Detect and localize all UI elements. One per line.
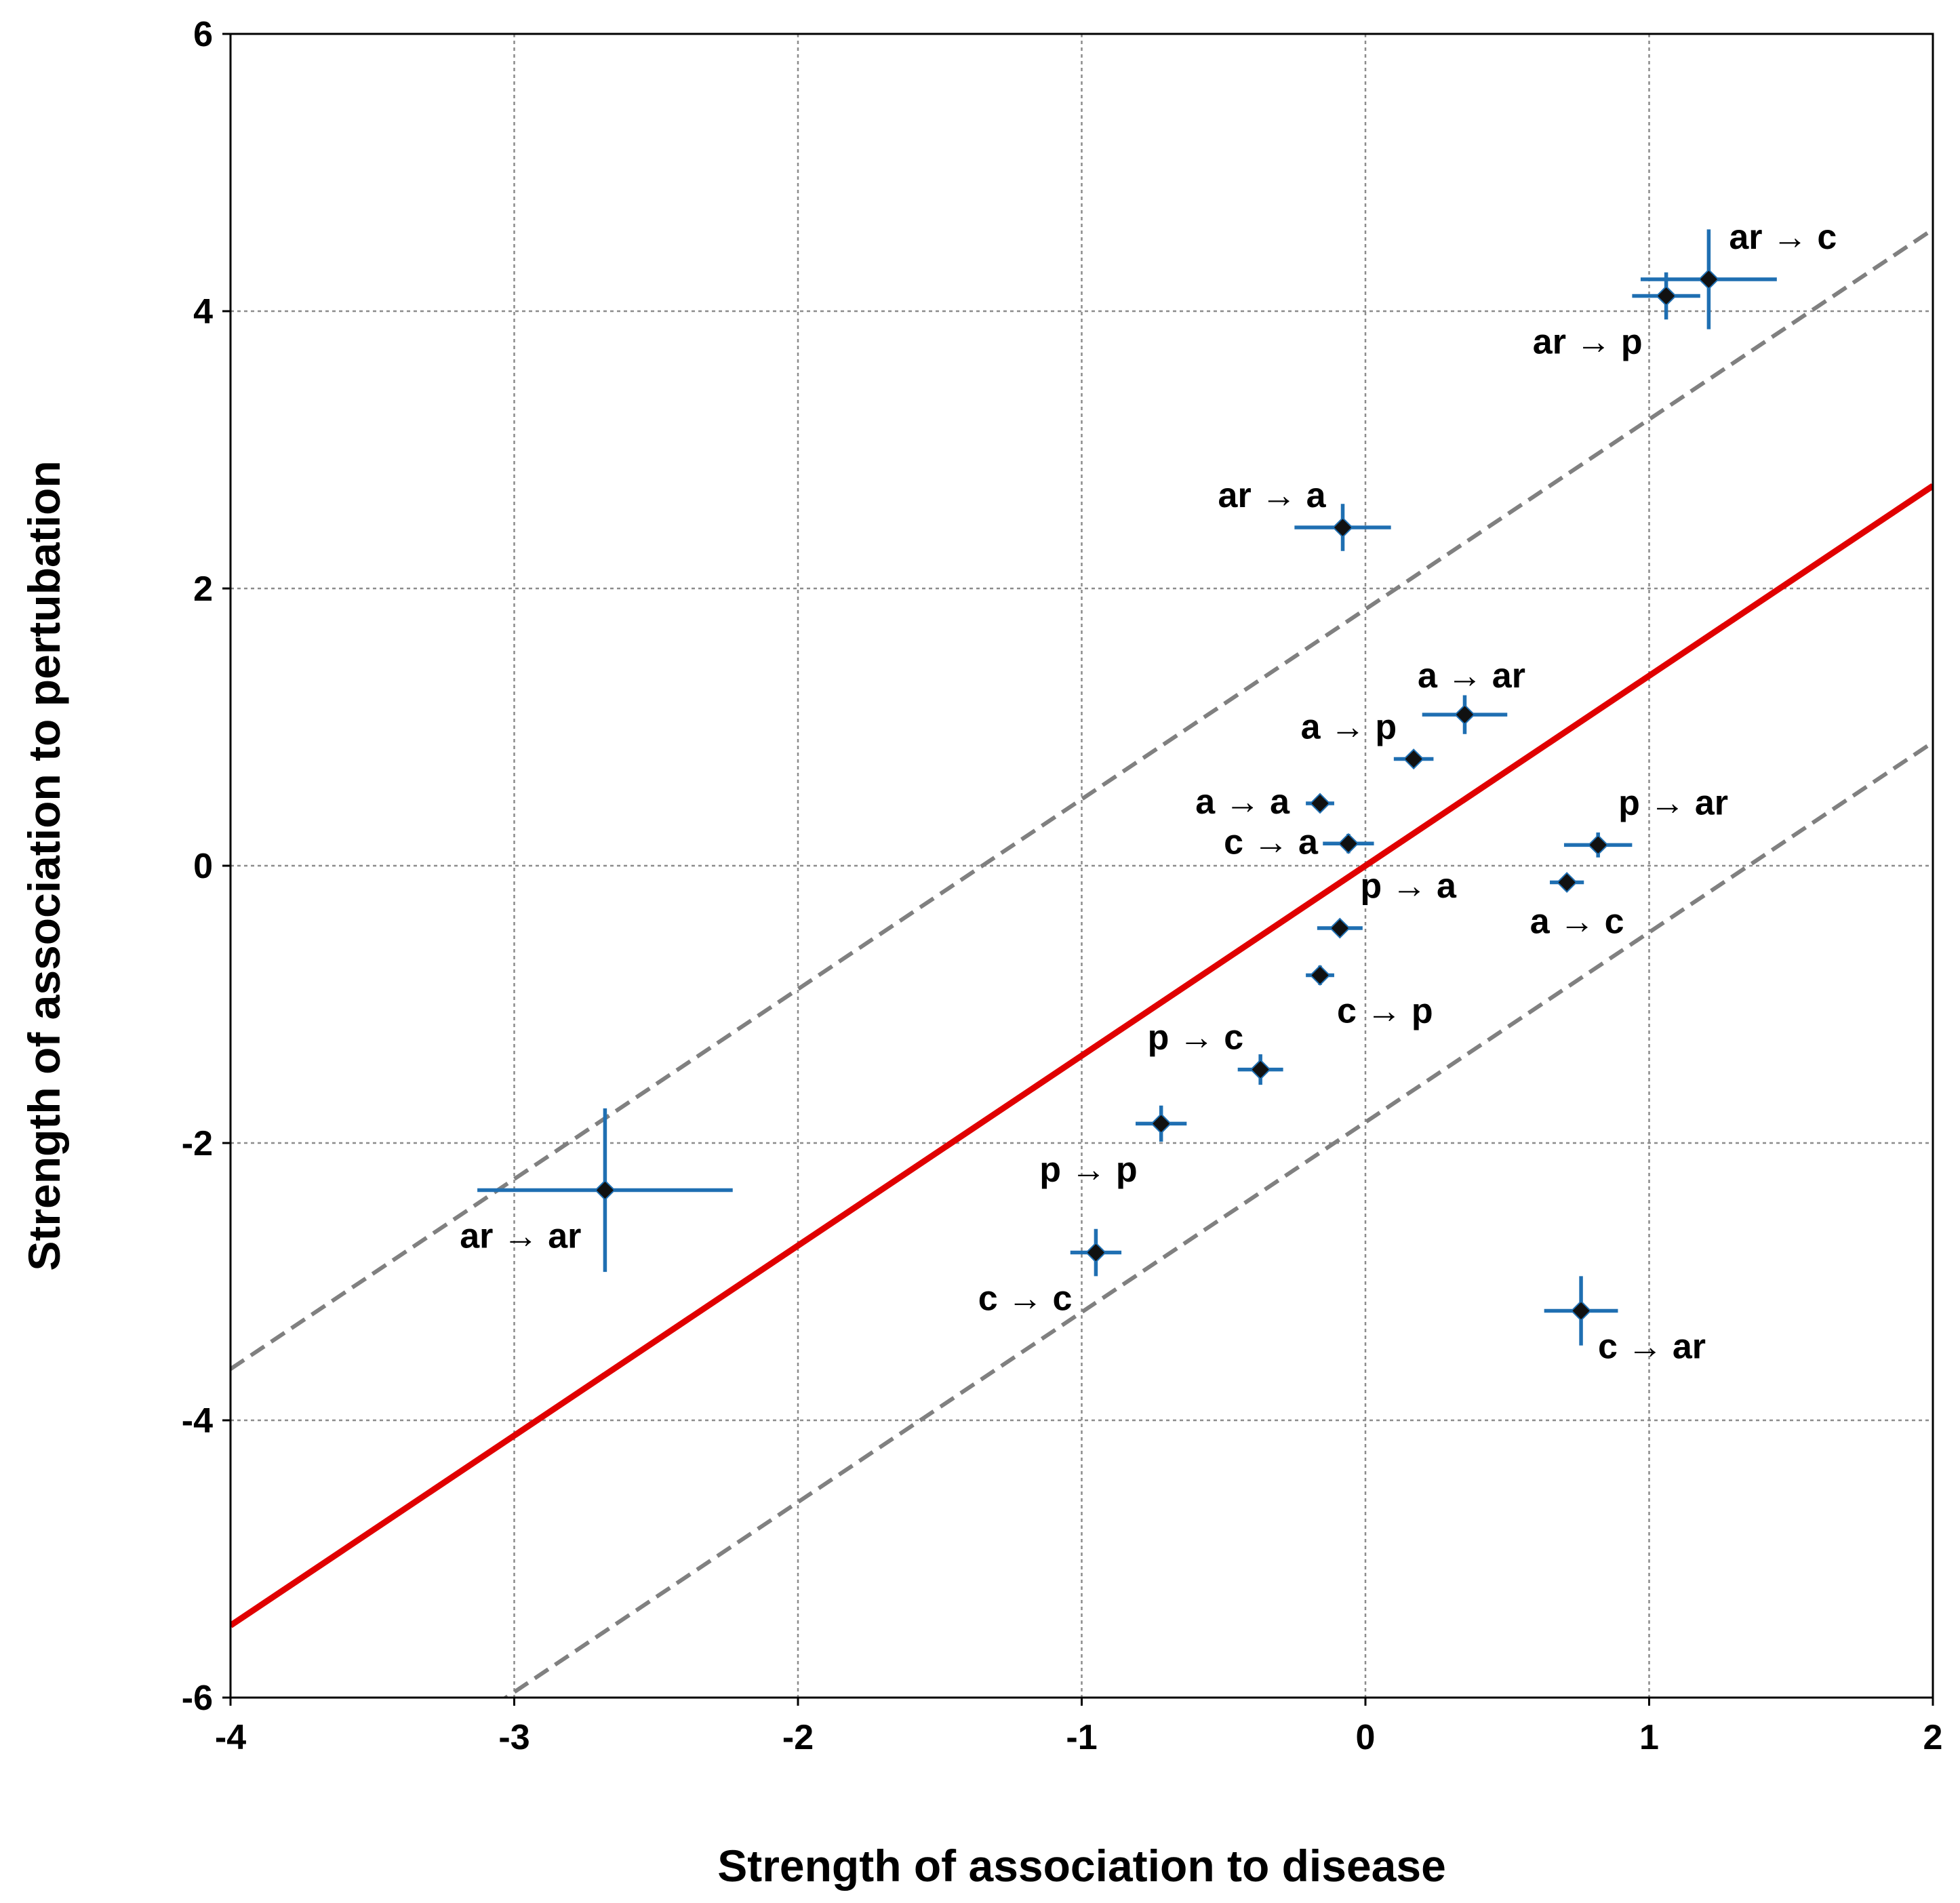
point-marker bbox=[1556, 872, 1578, 893]
point-marker bbox=[1698, 268, 1719, 290]
y-axis-ticks: -6 -4 -2 0 2 4 6 bbox=[182, 15, 231, 1718]
point-label: ar → c bbox=[1729, 218, 1837, 257]
data-point bbox=[1422, 695, 1508, 734]
grid-lines bbox=[231, 34, 1933, 1698]
data-point bbox=[1640, 229, 1777, 329]
x-tick-label: -3 bbox=[498, 1718, 529, 1757]
point-marker bbox=[1309, 793, 1331, 814]
point-label: a → a bbox=[1195, 782, 1290, 822]
x-tick-label: -1 bbox=[1066, 1718, 1097, 1757]
point-label: p → ar bbox=[1618, 783, 1728, 822]
data-point bbox=[1070, 1228, 1122, 1277]
x-axis-ticks: -4 -3 -2 -1 0 1 2 bbox=[215, 1698, 1943, 1757]
data-point bbox=[1306, 793, 1334, 814]
data-point bbox=[1550, 872, 1584, 893]
data-point bbox=[1563, 832, 1633, 858]
fit-line bbox=[231, 483, 1933, 1628]
data-point bbox=[1294, 504, 1391, 551]
data-point bbox=[1317, 917, 1363, 939]
data-point bbox=[1632, 272, 1700, 320]
x-tick-label: -4 bbox=[215, 1718, 246, 1757]
x-tick-label: -2 bbox=[782, 1718, 814, 1757]
point-marker bbox=[1338, 833, 1359, 854]
data-point bbox=[477, 1108, 733, 1273]
point-marker bbox=[1249, 1059, 1271, 1081]
y-tick-label: -4 bbox=[182, 1401, 213, 1441]
point-marker bbox=[1309, 965, 1331, 986]
point-marker bbox=[1587, 834, 1609, 856]
point-label: ar → ar bbox=[460, 1217, 581, 1256]
y-tick-label: 6 bbox=[193, 15, 213, 54]
point-label: p → p bbox=[1039, 1150, 1137, 1189]
x-tick-label: 1 bbox=[1639, 1718, 1659, 1757]
y-tick-label: 2 bbox=[193, 569, 213, 609]
point-marker bbox=[1332, 517, 1353, 538]
point-label: a → c bbox=[1530, 902, 1624, 942]
point-label: p → c bbox=[1148, 1018, 1244, 1058]
data-point bbox=[1544, 1276, 1618, 1346]
x-axis-title: Strength of association to disease bbox=[717, 1841, 1446, 1891]
point-label: c → p bbox=[1337, 992, 1433, 1031]
point-marker bbox=[1151, 1113, 1172, 1134]
point-label: p → a bbox=[1360, 866, 1457, 906]
point-label: ar → a bbox=[1218, 476, 1327, 515]
point-marker bbox=[1656, 285, 1677, 306]
point-marker bbox=[1329, 917, 1351, 939]
point-marker bbox=[1570, 1300, 1592, 1321]
lower-band-line bbox=[502, 740, 1933, 1698]
point-label: a → p bbox=[1301, 708, 1397, 747]
point-labels: ar → c ar → p ar → a a → ar a → p a → ac → a p… bbox=[460, 218, 1837, 1366]
point-marker bbox=[1085, 1242, 1106, 1263]
point-label: a → ar bbox=[1418, 656, 1525, 696]
point-label: c → a bbox=[1224, 822, 1319, 862]
point-marker bbox=[595, 1180, 616, 1201]
data-point bbox=[1237, 1054, 1283, 1085]
data-point bbox=[1136, 1105, 1187, 1142]
point-marker bbox=[1454, 704, 1475, 725]
fit-line-layer bbox=[231, 483, 1933, 1628]
y-axis-title: Strength of association to pertubation bbox=[19, 460, 69, 1270]
data-point bbox=[1306, 965, 1334, 986]
y-tick-label: 0 bbox=[193, 847, 213, 886]
y-tick-label: 4 bbox=[193, 292, 213, 332]
y-tick-label: -2 bbox=[182, 1124, 213, 1163]
y-tick-label: -6 bbox=[182, 1679, 213, 1718]
point-label: c → ar bbox=[1598, 1327, 1706, 1366]
data-point bbox=[1393, 748, 1434, 769]
x-tick-label: 0 bbox=[1356, 1718, 1376, 1757]
data-points bbox=[477, 229, 1777, 1346]
point-label: c → c bbox=[978, 1279, 1073, 1319]
x-tick-label: 2 bbox=[1923, 1718, 1943, 1757]
data-point bbox=[1323, 833, 1374, 854]
point-label: ar → p bbox=[1533, 323, 1643, 362]
point-marker bbox=[1403, 748, 1424, 769]
